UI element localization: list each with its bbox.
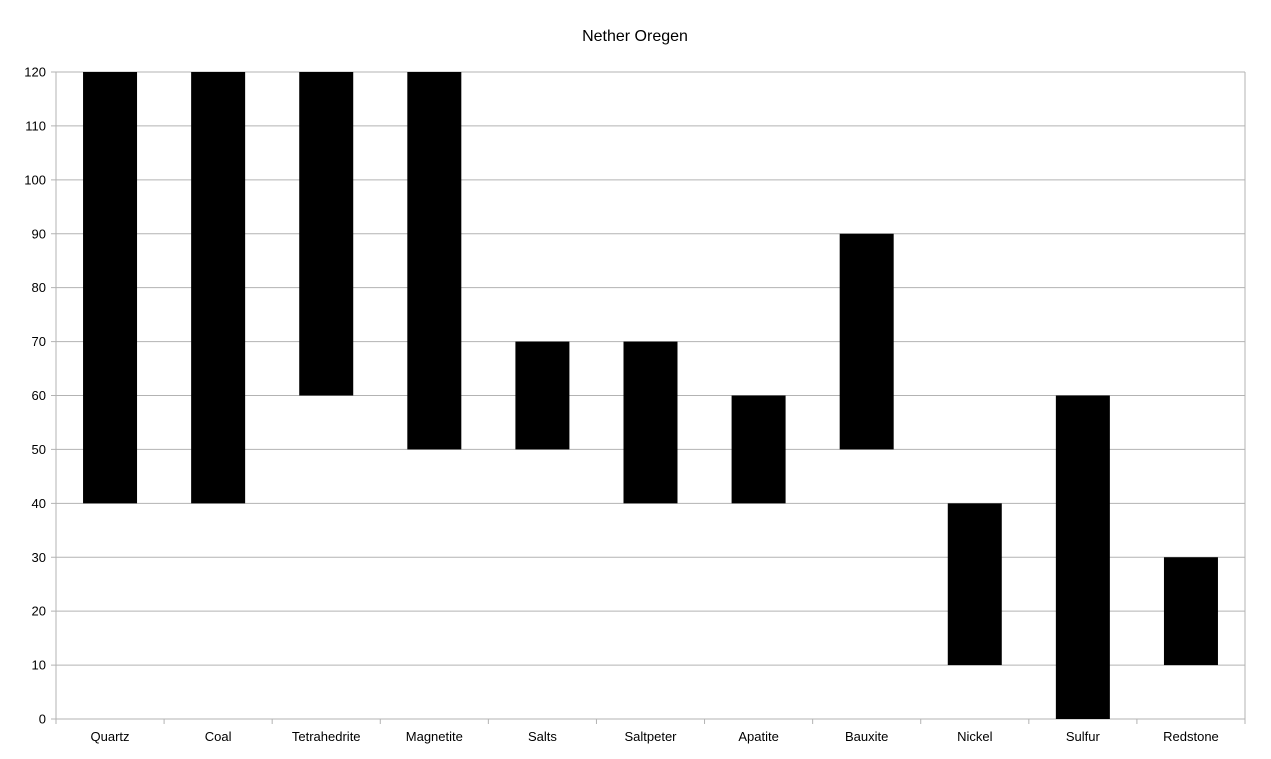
y-tick-label: 90 xyxy=(32,226,46,241)
y-tick-label: 120 xyxy=(24,65,46,80)
y-tick-label: 0 xyxy=(39,712,46,727)
x-tick-label: Quartz xyxy=(91,729,130,744)
y-tick-label: 30 xyxy=(32,550,46,565)
bar-coal xyxy=(191,72,246,504)
x-tick-label: Apatite xyxy=(738,729,778,744)
y-tick-label: 80 xyxy=(32,280,46,295)
x-tick-label: Bauxite xyxy=(845,729,888,744)
bar-nickel xyxy=(947,503,1002,666)
bar-saltpeter xyxy=(623,341,678,504)
y-tick-labels: 0 10 20 30 40 50 60 70 80 90 100 110 120 xyxy=(24,65,46,727)
x-tick-label: Nickel xyxy=(957,729,993,744)
x-tick-label: Coal xyxy=(205,729,232,744)
chart-title: Nether Oregen xyxy=(582,28,688,45)
bars xyxy=(83,72,1218,719)
y-tick-label: 100 xyxy=(24,172,46,187)
bar-salts xyxy=(515,341,570,450)
x-tick-label: Redstone xyxy=(1163,729,1219,744)
x-tick-label: Salts xyxy=(528,729,557,744)
axes xyxy=(55,72,1246,724)
x-tick-label: Sulfur xyxy=(1066,729,1101,744)
bar-tetrahedrite xyxy=(299,72,354,396)
y-tick-label: 70 xyxy=(32,334,46,349)
bar-quartz xyxy=(83,72,138,504)
bar-magnetite xyxy=(407,72,462,450)
y-tick-label: 60 xyxy=(32,388,46,403)
y-tick-label: 110 xyxy=(25,118,46,133)
x-tick-label: Magnetite xyxy=(406,729,463,744)
x-tick-label: Saltpeter xyxy=(624,729,677,744)
y-tick-label: 10 xyxy=(32,658,46,673)
x-tick-labels: Quartz Coal Tetrahedrite Magnetite Salts Salt… xyxy=(91,729,1219,744)
x-tick-label: Tetrahedrite xyxy=(292,729,361,744)
y-tick-label: 50 xyxy=(32,442,46,457)
bar-sulfur xyxy=(1055,395,1110,719)
y-tick-label: 40 xyxy=(32,496,46,511)
bar-redstone xyxy=(1163,557,1218,666)
bar-bauxite xyxy=(839,233,894,450)
y-tick-label: 20 xyxy=(32,604,46,619)
bar-apatite xyxy=(731,395,786,504)
